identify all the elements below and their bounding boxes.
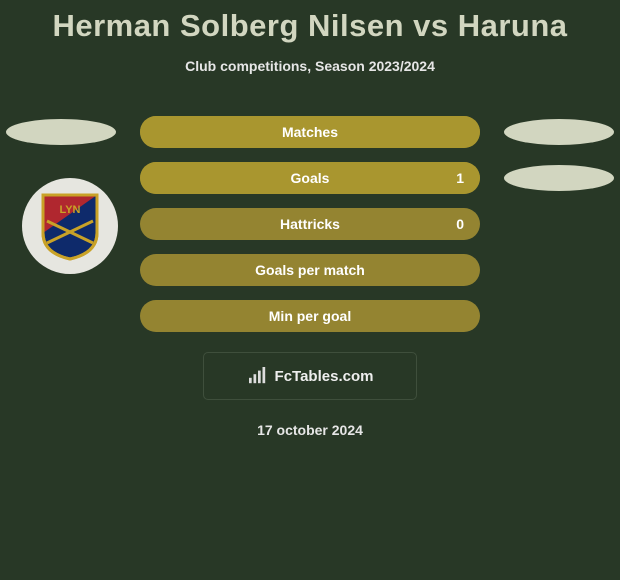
- stat-bar-goals: Goals 1: [140, 162, 480, 194]
- stat-row-matches: Matches: [0, 116, 620, 148]
- player-right-marker: [504, 119, 614, 145]
- stat-label: Goals per match: [140, 262, 480, 278]
- stat-bar-gpm: Goals per match: [140, 254, 480, 286]
- stat-bar-matches: Matches: [140, 116, 480, 148]
- player-left-marker: [6, 119, 116, 145]
- stat-bar-mpg: Min per goal: [140, 300, 480, 332]
- chart-icon: [247, 367, 269, 385]
- date-label: 17 october 2024: [257, 422, 363, 438]
- brand-box[interactable]: FcTables.com: [203, 352, 417, 400]
- svg-text:LYN: LYN: [60, 204, 81, 216]
- stat-bar-hattricks: Hattricks 0: [140, 208, 480, 240]
- subtitle: Club competitions, Season 2023/2024: [185, 58, 435, 74]
- page-title: Herman Solberg Nilsen vs Haruna: [52, 8, 567, 44]
- stat-value: 1: [456, 170, 464, 186]
- club-badge: LYN: [22, 178, 118, 274]
- stat-label: Hattricks: [140, 216, 480, 232]
- stat-value: 0: [456, 216, 464, 232]
- brand-text: FcTables.com: [275, 368, 374, 385]
- player-right-marker: [504, 165, 614, 191]
- stat-label: Goals: [140, 170, 480, 186]
- shield-icon: LYN: [39, 191, 101, 261]
- stat-label: Matches: [140, 124, 480, 140]
- stat-label: Min per goal: [140, 308, 480, 324]
- stat-row-mpg: Min per goal: [0, 300, 620, 332]
